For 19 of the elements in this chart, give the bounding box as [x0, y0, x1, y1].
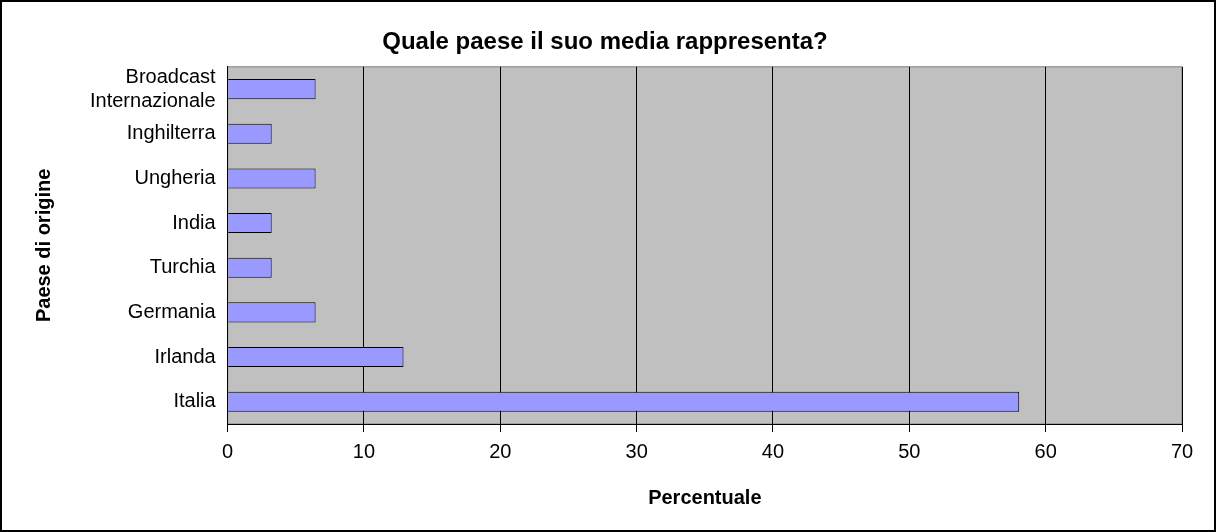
y-tick-label: Germania [127, 299, 217, 322]
x-tick-label: 70 [1170, 439, 1194, 462]
y-axis-title: Paese di origine [31, 168, 54, 323]
chart-title: Quale paese il suo media rappresenta? [382, 27, 828, 55]
y-tick-label: Irlanda [154, 344, 217, 367]
x-tick-label: 30 [625, 439, 648, 462]
x-tick-label: 60 [1034, 439, 1057, 462]
y-tick-label: Italia [173, 389, 217, 412]
y-tick-label: Inghilterra [126, 121, 217, 144]
x-axis-title: Percentuale [648, 485, 762, 508]
x-tick-label: 20 [489, 439, 512, 462]
y-tick-label: Ungheria [134, 165, 217, 188]
y-tick-label: India [172, 210, 217, 233]
x-tick-label: 40 [761, 439, 785, 462]
x-tick-label: 50 [898, 439, 921, 462]
y-tick-label: Broadcast Internazionale [89, 64, 217, 111]
x-tick-label: 10 [352, 439, 376, 462]
x-tick-label: 0 [222, 439, 234, 462]
y-tick-label: Turchia [149, 255, 217, 278]
